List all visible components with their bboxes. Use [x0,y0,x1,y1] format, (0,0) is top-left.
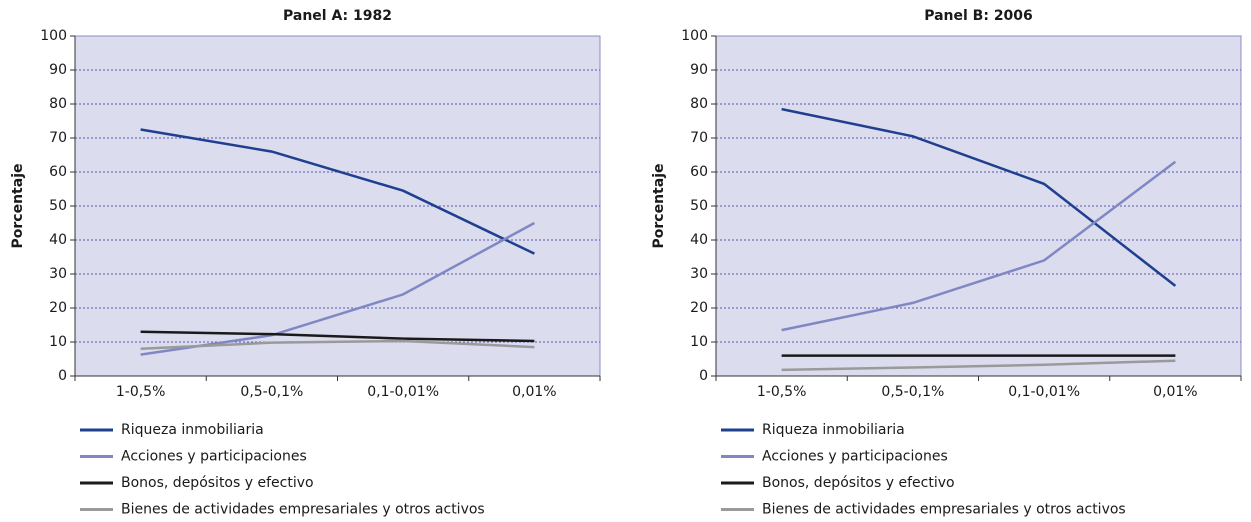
y-tick-label: 0 [699,368,708,384]
y-tick-label: 20 [690,300,708,316]
y-tick-label: 80 [690,96,708,112]
y-tick-label: 10 [49,334,67,350]
series-line [140,330,535,343]
y-tick-label: 60 [690,164,708,180]
y-axis-label: Porcentaje [10,164,26,249]
y-tick-label: 90 [690,62,708,78]
x-tick-label: 0,5-0,1% [881,384,944,400]
y-tick-label: 100 [40,28,67,44]
series-line [781,107,1177,287]
chart-title: Panel A: 1982 [283,8,392,24]
series-line [140,128,535,255]
legend-label: Bienes de actividades empresariales y ot… [121,502,485,518]
y-tick-label: 0 [58,368,67,384]
plot-area [715,35,1242,377]
x-tick-label: 0,01% [512,384,556,400]
y-tick-label: 70 [690,130,708,146]
legend-label: Acciones y participaciones [762,449,948,465]
y-tick-label: 40 [49,232,67,248]
y-tick-label: 50 [690,198,708,214]
y-tick-label: 20 [49,300,67,316]
plot-area [74,35,601,377]
y-tick-label: 80 [49,96,67,112]
legend-label: Acciones y participaciones [121,449,307,465]
x-tick-label: 0,01% [1153,384,1197,400]
y-tick-label: 50 [49,198,67,214]
series-line [781,359,1176,372]
y-tick-label: 60 [49,164,67,180]
legend-label: Riqueza inmobiliaria [762,422,905,438]
legend-label: Bonos, depósitos y efectivo [762,475,955,491]
legend-label: Riqueza inmobiliaria [121,422,264,438]
y-tick-label: 40 [690,232,708,248]
y-tick-label: 90 [49,62,67,78]
y-tick-label: 30 [690,266,708,282]
panel: Panel B: 2006 Porcentaje 0 10 20 30 40 50 60 70 80… [651,8,1242,518]
x-tick-label: 0,5-0,1% [240,384,303,400]
y-tick-label: 100 [681,28,708,44]
legend-label: Bonos, depósitos y efectivo [121,475,314,491]
x-tick-label: 1-0,5% [757,384,807,400]
y-tick-label: 70 [49,130,67,146]
y-tick-label: 30 [49,266,67,282]
series-line [781,160,1177,332]
legend-label: Bienes de actividades empresariales y ot… [762,502,1126,518]
y-tick-label: 10 [690,334,708,350]
chart-title: Panel B: 2006 [924,8,1033,24]
x-tick-label: 0,1-0,01% [367,384,439,400]
panel: Panel A: 1982 Porcentaje 0 10 20 30 40 50 60 70 80… [10,8,601,518]
series-line [140,339,535,351]
y-axis-label: Porcentaje [651,164,667,249]
x-tick-label: 0,1-0,01% [1008,384,1080,400]
x-tick-label: 1-0,5% [116,384,166,400]
